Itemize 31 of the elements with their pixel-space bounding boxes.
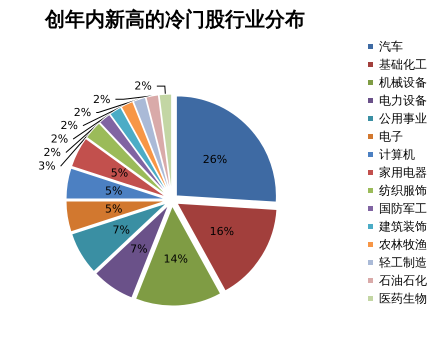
data-label: 2% (43, 146, 61, 160)
data-label: 7% (130, 242, 148, 256)
data-label: 26% (202, 153, 228, 166)
data-label: 2% (134, 80, 152, 93)
legend-label: 家用电器 (379, 166, 427, 180)
legend-label: 电力设备 (379, 94, 427, 108)
legend-label: 轻工制造 (379, 256, 427, 270)
legend-label: 基础化工 (379, 58, 427, 72)
legend-label: 国防军工 (379, 202, 427, 216)
data-label: 16% (210, 225, 234, 238)
legend-label: 计算机 (379, 148, 415, 162)
data-label: 2% (74, 106, 92, 119)
legend-label: 医药生物 (379, 292, 427, 306)
legend-label: 农林牧渔 (379, 238, 427, 252)
data-label: 5% (104, 184, 122, 198)
data-label: 2% (60, 119, 78, 132)
data-label: 3% (38, 160, 56, 173)
legend-label: 纺织服饰 (379, 184, 427, 198)
legend-label: 汽车 (379, 40, 403, 54)
legend-label: 建筑装饰 (378, 220, 427, 234)
data-label: 7% (112, 224, 130, 237)
data-label: 5% (104, 202, 122, 216)
data-label: 5% (110, 166, 128, 180)
data-label: 2% (92, 92, 110, 106)
legend-label: 电子 (379, 130, 403, 144)
chart-title: 创年内新高的冷门股行业分布 (44, 7, 305, 31)
data-label: 2% (50, 132, 68, 146)
legend-label: 石油石化 (379, 274, 427, 288)
legend-label: 公用事业 (379, 112, 427, 126)
legend-label: 机械设备 (379, 76, 427, 90)
data-label: 14% (163, 252, 188, 266)
